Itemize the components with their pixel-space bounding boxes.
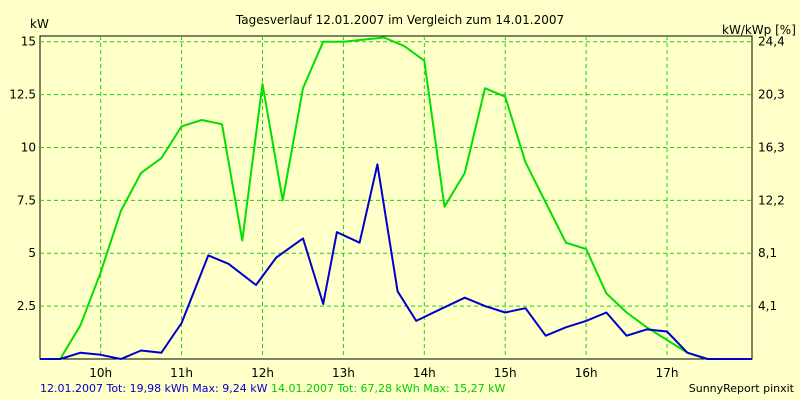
y-tick-label: 10	[21, 140, 36, 154]
y-axis-label: kW	[30, 17, 49, 31]
y-tick-label-right: 4,1	[758, 299, 777, 313]
y-tick-label-right: 8,1	[758, 246, 777, 260]
x-tick-label: 14h	[413, 366, 436, 380]
y-axis-label-right: kW/kWp [%]	[722, 23, 796, 37]
y-tick-label-right: 12,2	[758, 193, 785, 207]
y-tick-label-right: 20,3	[758, 88, 785, 102]
y-tick-label: 5	[28, 246, 36, 260]
y-tick-label-right: 24,4	[758, 35, 785, 49]
series-layer	[40, 36, 752, 360]
credit-text: SunnyReport pinxit	[688, 382, 794, 395]
x-tick-label: 16h	[575, 366, 598, 380]
y-tick-label: 7.5	[17, 193, 36, 207]
y-tick-labels-right: 4,1 8,1 12,2 16,3 20,3 24,4	[758, 35, 785, 313]
x-tick-label: 13h	[332, 366, 355, 380]
y-tick-labels: 2.5 5 7.5 10 12.5 15	[9, 35, 36, 313]
legend-entry-14-01-2007: 14.01.2007 Tot: 67,28 kWh Max: 15,27 kW	[270, 382, 506, 395]
legend-entry-12-01-2007: 12.01.2007 Tot: 19,98 kWh Max: 9,24 kW	[40, 382, 268, 395]
x-tick-labels: 10h 11h 12h 13h 14h 15h 16h 17h	[89, 366, 678, 380]
legend: 12.01.2007 Tot: 19,98 kWh Max: 9,24 kW 1…	[40, 382, 505, 395]
series-line-14-01-2007	[40, 36, 752, 360]
plot-area	[39, 35, 753, 360]
series-line-12-01-2007	[40, 163, 752, 360]
x-tick-label: 12h	[251, 366, 274, 380]
y-tick-label: 15	[21, 35, 36, 49]
x-tick-label: 10h	[89, 366, 112, 380]
grid	[40, 36, 752, 359]
y-tick-label: 12.5	[9, 88, 36, 102]
y-tick-label-right: 16,3	[758, 140, 785, 154]
x-tick-label: 15h	[494, 366, 517, 380]
x-tick-label: 17h	[656, 366, 679, 380]
y-tick-label: 2.5	[17, 299, 36, 313]
x-tick-label: 11h	[170, 366, 193, 380]
chart-title: Tagesverlauf 12.01.2007 im Vergleich zum…	[235, 13, 564, 27]
